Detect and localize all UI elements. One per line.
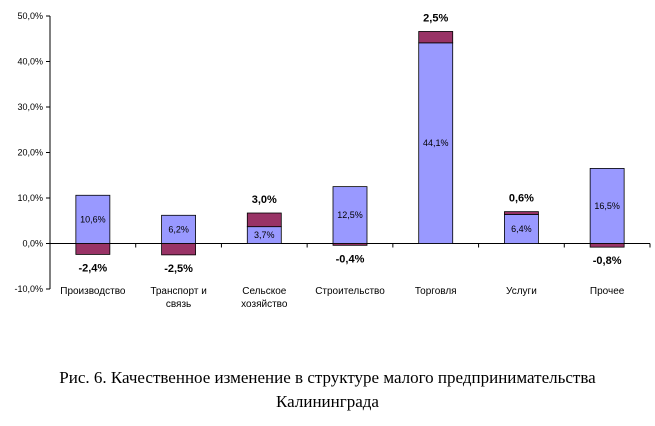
x-category-label: Сельское [242,286,287,297]
x-category-label: Прочее [590,286,625,297]
caption-line-1: Рис. 6. Качественное изменение в структу… [59,368,596,387]
bar-base-segment [504,213,539,244]
bar-change-label: 3,0% [252,194,277,206]
bar-value-label: 6,4% [511,224,532,234]
bar-change-label: 2,5% [423,12,448,24]
y-tick-label: 10,0% [17,193,43,203]
y-tick-label: 40,0% [17,57,43,67]
bar-change-segment [161,243,196,256]
bar-change-label: -2,5% [164,263,193,275]
bar-change-label: -0,8% [593,255,622,267]
bar-value-label: 6,2% [168,224,189,234]
stacked-bar-chart: 50,0% 40,0% 30,0% 20,0% 10,0% 0,0% -10,0% 10,6%… [14,11,651,310]
x-category-label: Строительство [315,286,385,297]
bar-value-label: 3,7% [254,230,275,240]
y-tick-label: 20,0% [17,148,43,158]
x-category-label: Услуги [506,286,537,297]
figure-caption: Рис. 6. Качественное изменение в структу… [0,366,655,414]
y-tick-label: -10,0% [14,284,43,294]
bar-value-label: 44,1% [423,138,449,148]
y-tick-label: 0,0% [22,239,43,249]
bar-base-segment [161,214,196,244]
bar-value-label: 16,5% [594,201,620,211]
bar-base-segment [418,42,454,244]
x-category-label: Торговля [415,286,457,297]
bar-change-segment [589,243,625,248]
x-category-label: хозяйство [241,299,288,310]
y-tick-label: 30,0% [17,102,43,112]
bar-change-segment [504,211,539,215]
bar-value-label: 12,5% [337,210,363,220]
bar-change-segment [418,31,454,44]
bar-change-label: -2,4% [78,262,107,274]
bar-change-segment [246,212,282,228]
x-category-label: Транспорт и [150,286,206,297]
bar-change-segment [75,243,111,255]
x-category-label: Производство [60,286,126,297]
bar-value-label: 10,6% [80,214,106,224]
bar-base-segment [75,194,111,244]
bar-change-label: 0,6% [509,193,534,205]
bar-base-segment [332,186,368,244]
bar-change-label: -0,4% [336,253,365,265]
x-category-label: связь [166,299,191,310]
y-tick-label: 50,0% [17,11,43,21]
bar-change-segment [332,243,368,246]
caption-line-2: Калининграда [276,392,379,411]
